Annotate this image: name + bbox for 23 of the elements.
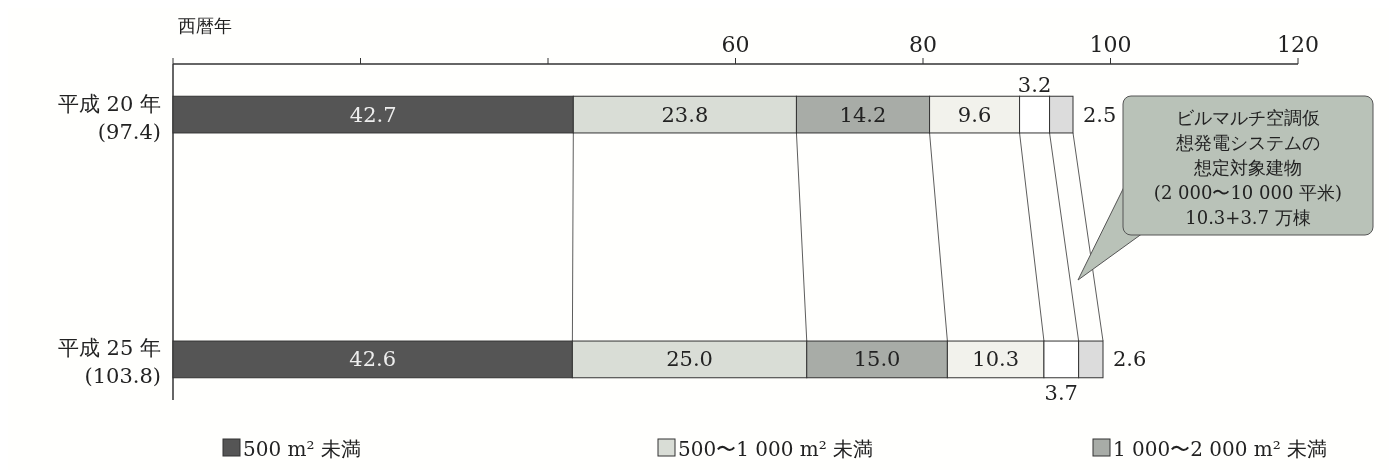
data-label: 14.2 (839, 102, 887, 127)
data-label: 2.5 (1083, 102, 1117, 127)
x-axis-title: 西暦年 (178, 15, 232, 36)
y-tick-label: 平成 20 年 (97.4) (57, 91, 161, 144)
x-tick-label: 80 (909, 32, 937, 57)
data-label: 23.8 (661, 102, 709, 127)
x-tick-label: 60 (721, 32, 750, 57)
y-tick-label: 平成 25 年 (103.8) (57, 336, 161, 389)
x-tick-label: 100 (1089, 32, 1132, 57)
data-label: 10.3 (972, 347, 1020, 372)
data-label: 9.6 (957, 102, 992, 127)
annotation: ビルマルチ空調仮想発電システムの想定対象建物(2 000〜10 000 平米)10.3+3.7 万棟 (1153, 107, 1343, 228)
data-label: 3.7 (1044, 380, 1078, 405)
data-label: 42.7 (349, 102, 397, 127)
legend-label: 500〜1 000 m² 未満 (678, 437, 874, 461)
legend-label: 1 000〜2 000 m² 未満 (1113, 437, 1328, 461)
data-label: 3.2 (1017, 73, 1052, 98)
data-label: 42.6 (349, 347, 397, 372)
x-tick-label: 120 (1277, 32, 1319, 57)
data-label: 15.0 (853, 347, 901, 372)
data-label: 2.6 (1113, 347, 1147, 372)
data-label: 25.0 (666, 347, 713, 372)
legend-label: 500 m² 未満 (243, 437, 361, 461)
